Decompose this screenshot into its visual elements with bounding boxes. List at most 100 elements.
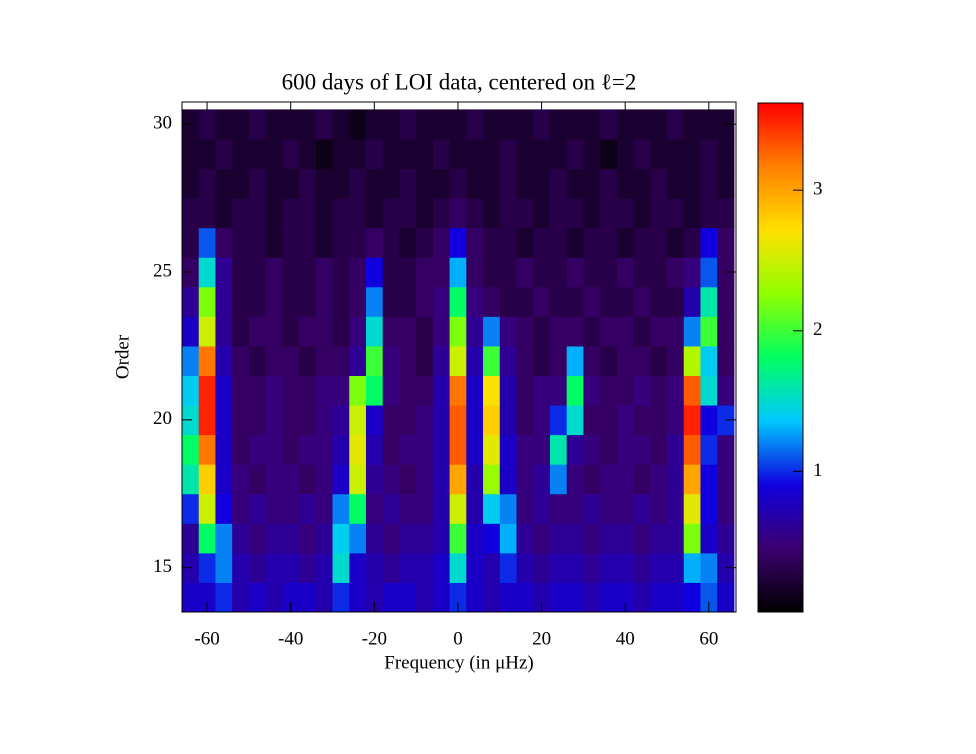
heatmap-cell [633, 257, 651, 288]
heatmap-cell [516, 523, 534, 554]
heatmap-cell [416, 198, 434, 229]
heatmap-cell [717, 464, 735, 495]
heatmap-cell [533, 198, 551, 229]
heatmap-cell [315, 168, 334, 199]
heatmap-cell [248, 493, 267, 524]
heatmap-cell [466, 198, 484, 229]
heatmap-cell [667, 227, 685, 258]
heatmap-cell [315, 552, 334, 583]
heatmap-cell [416, 523, 434, 554]
heatmap-cell [566, 257, 584, 288]
heatmap-cell [650, 316, 668, 347]
heatmap-cell [466, 493, 484, 524]
heatmap-cell [416, 227, 434, 258]
heatmap-cell [449, 405, 467, 436]
heatmap-cell [399, 464, 417, 495]
heatmap-cell [332, 582, 350, 612]
x-axis-label: Frequency (in μHz) [384, 652, 533, 673]
heatmap-cell [182, 523, 200, 554]
heatmap-cell [600, 405, 618, 436]
heatmap-cell [248, 109, 267, 140]
heatmap-cell [616, 523, 635, 554]
heatmap-cell [282, 405, 300, 436]
heatmap-cell [499, 316, 517, 347]
heatmap-cell [232, 316, 250, 347]
heatmap-cell [600, 582, 618, 612]
heatmap-cell [315, 198, 334, 229]
heatmap-cell [600, 552, 618, 583]
heatmap-cell [700, 345, 718, 376]
heatmap-cell [633, 523, 651, 554]
heatmap-cell [215, 198, 233, 229]
heatmap-cell [633, 434, 651, 465]
heatmap-cell [416, 316, 434, 347]
heatmap-cell [499, 582, 517, 612]
heatmap-cell [566, 523, 584, 554]
heatmap-cell [198, 109, 216, 140]
heatmap-cell [499, 257, 517, 288]
heatmap-cell [566, 227, 584, 258]
heatmap-cell [315, 405, 334, 436]
x-tick-label: -60 [194, 628, 219, 649]
heatmap-cell [516, 138, 534, 170]
heatmap-cell [566, 316, 584, 347]
heatmap [182, 109, 735, 612]
heatmap-cell [633, 109, 651, 140]
heatmap-cell [483, 198, 501, 229]
heatmap-cell [315, 257, 334, 288]
heatmap-cell [416, 493, 434, 524]
heatmap-cell [700, 109, 718, 140]
heatmap-cell [299, 198, 317, 229]
heatmap-cell [215, 464, 233, 495]
heatmap-cell [650, 257, 668, 288]
heatmap-cell [583, 109, 601, 140]
heatmap-cell [365, 464, 384, 495]
heatmap-cell [499, 286, 517, 317]
heatmap-cell [600, 198, 618, 229]
heatmap-cell [700, 582, 718, 612]
heatmap-cell [600, 523, 618, 554]
heatmap-cell [182, 464, 200, 495]
heatmap-cell [717, 316, 735, 347]
heatmap-cell [516, 286, 534, 317]
heatmap-cell [365, 227, 384, 258]
heatmap-cell [483, 375, 501, 406]
heatmap-cell [449, 523, 467, 554]
heatmap-cell [683, 493, 701, 524]
heatmap-cell [248, 257, 267, 288]
heatmap-cell [717, 109, 735, 140]
heatmap-cell [382, 345, 400, 376]
heatmap-cell [365, 523, 384, 554]
heatmap-cell [399, 552, 417, 583]
heatmap-cell [282, 138, 300, 170]
heatmap-cell [583, 168, 601, 199]
heatmap-cell [566, 198, 584, 229]
heatmap-cell [349, 109, 367, 140]
heatmap-cell [583, 257, 601, 288]
heatmap-cell [650, 345, 668, 376]
heatmap-cell [616, 552, 635, 583]
heatmap-cell [299, 582, 317, 612]
heatmap-cell [483, 227, 501, 258]
colorbar-tick-label: 2 [813, 319, 823, 340]
heatmap-cell [248, 464, 267, 495]
heatmap-cell [667, 582, 685, 612]
heatmap-cell [365, 552, 384, 583]
heatmap-cell [215, 168, 233, 199]
heatmap-cell [232, 523, 250, 554]
heatmap-cell [265, 493, 283, 524]
heatmap-cell [549, 286, 568, 317]
heatmap-cell [566, 286, 584, 317]
heatmap-cell [232, 582, 250, 612]
heatmap-cell [616, 286, 635, 317]
heatmap-cell [616, 227, 635, 258]
heatmap-cell [248, 316, 267, 347]
heatmap-cell [483, 168, 501, 199]
heatmap-cell [683, 257, 701, 288]
heatmap-cell [332, 405, 350, 436]
chart-title: 600 days of LOI data, centered on ℓ=2 [282, 69, 637, 94]
heatmap-cell [616, 464, 635, 495]
heatmap-cell [533, 434, 551, 465]
heatmap-cell [549, 493, 568, 524]
heatmap-cell [349, 198, 367, 229]
